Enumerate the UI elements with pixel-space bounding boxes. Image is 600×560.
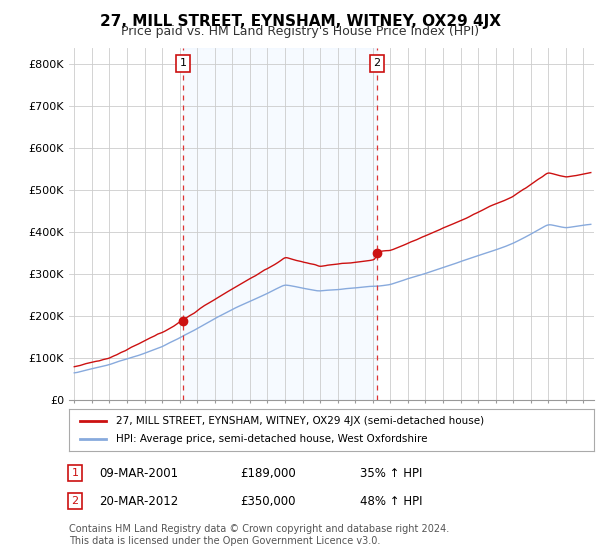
Text: Contains HM Land Registry data © Crown copyright and database right 2024.
This d: Contains HM Land Registry data © Crown c…: [69, 524, 449, 546]
Text: £350,000: £350,000: [240, 494, 296, 508]
Text: 35% ↑ HPI: 35% ↑ HPI: [360, 466, 422, 480]
Text: 20-MAR-2012: 20-MAR-2012: [99, 494, 178, 508]
Text: 2: 2: [373, 58, 380, 68]
Text: Price paid vs. HM Land Registry's House Price Index (HPI): Price paid vs. HM Land Registry's House …: [121, 25, 479, 38]
Text: 09-MAR-2001: 09-MAR-2001: [99, 466, 178, 480]
Bar: [183, 48, 377, 400]
Text: 48% ↑ HPI: 48% ↑ HPI: [360, 494, 422, 508]
Text: 27, MILL STREET, EYNSHAM, WITNEY, OX29 4JX: 27, MILL STREET, EYNSHAM, WITNEY, OX29 4…: [100, 14, 500, 29]
Text: 27, MILL STREET, EYNSHAM, WITNEY, OX29 4JX (semi-detached house): 27, MILL STREET, EYNSHAM, WITNEY, OX29 4…: [116, 416, 484, 426]
Text: £189,000: £189,000: [240, 466, 296, 480]
Text: 1: 1: [179, 58, 187, 68]
Text: 2: 2: [71, 496, 79, 506]
Text: HPI: Average price, semi-detached house, West Oxfordshire: HPI: Average price, semi-detached house,…: [116, 434, 428, 444]
Text: 1: 1: [71, 468, 79, 478]
